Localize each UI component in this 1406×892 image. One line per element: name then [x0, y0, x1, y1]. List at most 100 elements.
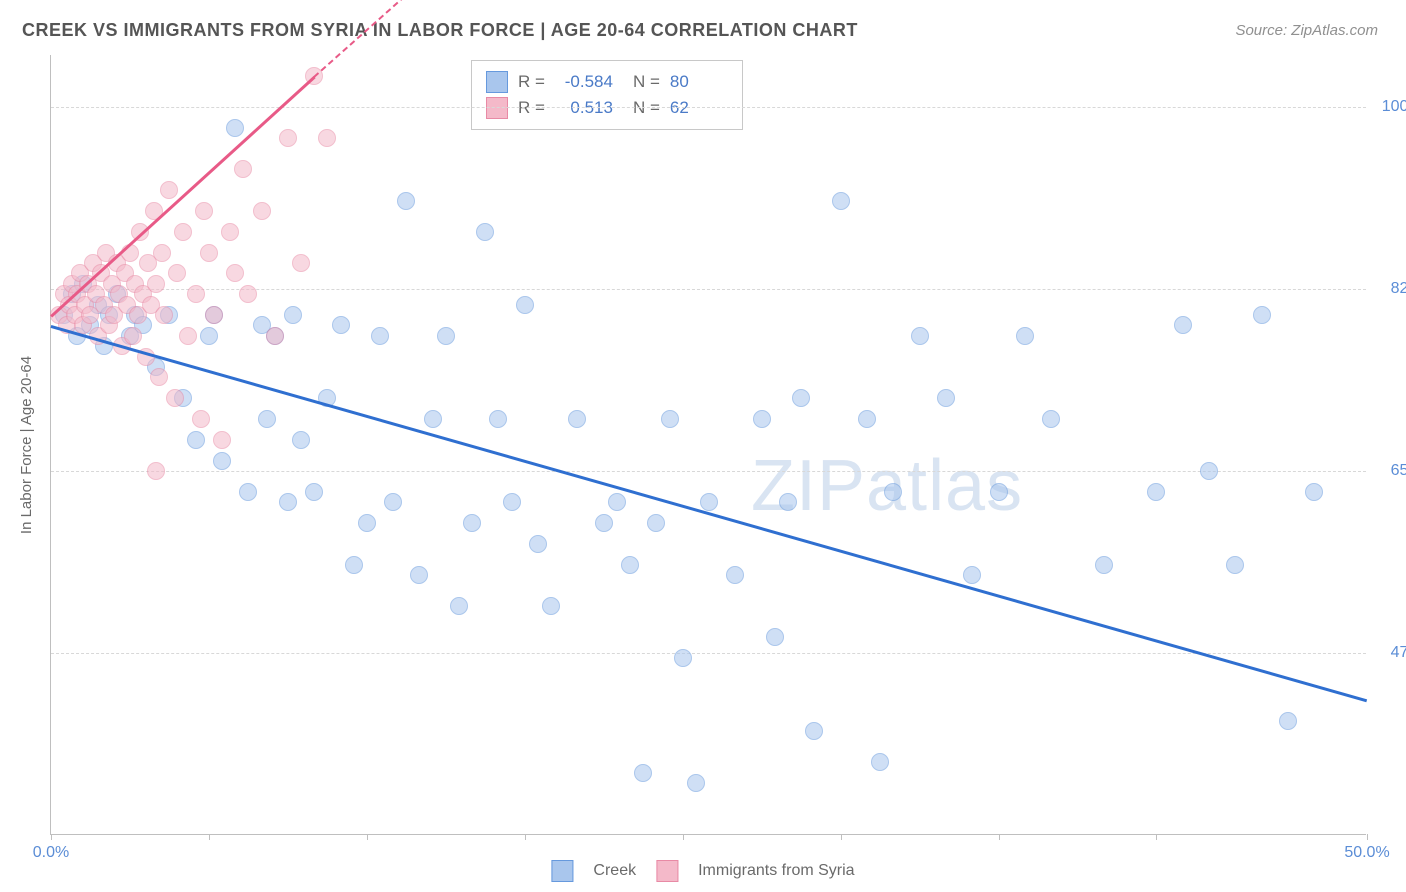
x-tick: [525, 834, 526, 840]
x-tick: [209, 834, 210, 840]
data-point: [424, 410, 442, 428]
legend-label: Immigrants from Syria: [698, 862, 854, 880]
data-point: [647, 514, 665, 532]
data-point: [166, 389, 184, 407]
data-point: [195, 202, 213, 220]
watermark-bold: ZIP: [751, 446, 866, 526]
data-point: [284, 306, 302, 324]
data-point: [187, 431, 205, 449]
y-tick-label: 100.0%: [1376, 98, 1406, 116]
data-point: [155, 306, 173, 324]
data-point: [205, 306, 223, 324]
x-tick: [683, 834, 684, 840]
data-point: [911, 327, 929, 345]
data-point: [200, 327, 218, 345]
x-tick: [1367, 834, 1368, 840]
data-point: [529, 535, 547, 553]
data-point: [221, 223, 239, 241]
data-point: [258, 410, 276, 428]
data-point: [792, 389, 810, 407]
x-tick-label: 50.0%: [1344, 844, 1389, 862]
stats-swatch: [486, 71, 508, 93]
data-point: [687, 774, 705, 792]
x-tick: [999, 834, 1000, 840]
data-point: [358, 514, 376, 532]
data-point: [160, 181, 178, 199]
data-point: [292, 431, 310, 449]
data-point: [661, 410, 679, 428]
data-point: [279, 493, 297, 511]
data-point: [634, 764, 652, 782]
x-tick: [51, 834, 52, 840]
data-point: [1174, 316, 1192, 334]
legend-swatch: [551, 860, 573, 882]
data-point: [805, 722, 823, 740]
data-point: [1147, 483, 1165, 501]
gridline-h: [51, 107, 1366, 108]
data-point: [832, 192, 850, 210]
data-point: [621, 556, 639, 574]
stats-swatch: [486, 97, 508, 119]
data-point: [147, 462, 165, 480]
data-point: [1279, 712, 1297, 730]
source-attribution: Source: ZipAtlas.com: [1235, 22, 1378, 39]
stats-row: R =-0.584N =80: [486, 69, 728, 95]
data-point: [192, 410, 210, 428]
data-point: [568, 410, 586, 428]
data-point: [1253, 306, 1271, 324]
data-point: [187, 285, 205, 303]
gridline-h: [51, 471, 1366, 472]
data-point: [963, 566, 981, 584]
data-point: [147, 275, 165, 293]
data-point: [1042, 410, 1060, 428]
data-point: [674, 649, 692, 667]
stat-n-label: N =: [633, 95, 660, 121]
data-point: [595, 514, 613, 532]
y-tick-label: 82.5%: [1376, 280, 1406, 298]
stat-r-label: R =: [518, 95, 545, 121]
plot-area: ZIPatlas R =-0.584N =80R =0.513N =62 47.…: [50, 55, 1366, 835]
data-point: [503, 493, 521, 511]
trend-line: [50, 76, 315, 317]
data-point: [937, 389, 955, 407]
data-point: [253, 202, 271, 220]
data-point: [174, 223, 192, 241]
data-point: [371, 327, 389, 345]
stat-n-value: 80: [670, 69, 728, 95]
stats-row: R =0.513N =62: [486, 95, 728, 121]
data-point: [463, 514, 481, 532]
x-tick: [841, 834, 842, 840]
y-axis-label: In Labor Force | Age 20-64: [18, 356, 35, 534]
data-point: [124, 327, 142, 345]
data-point: [150, 368, 168, 386]
correlation-stats-box: R =-0.584N =80R =0.513N =62: [471, 60, 743, 130]
data-point: [179, 327, 197, 345]
data-point: [489, 410, 507, 428]
legend: Creek Immigrants from Syria: [551, 860, 854, 882]
data-point: [766, 628, 784, 646]
data-point: [397, 192, 415, 210]
data-point: [476, 223, 494, 241]
legend-label: Creek: [593, 862, 636, 880]
gridline-h: [51, 653, 1366, 654]
y-tick-label: 47.5%: [1376, 644, 1406, 662]
trend-line: [51, 325, 1368, 702]
y-tick-label: 65.0%: [1376, 462, 1406, 480]
data-point: [608, 493, 626, 511]
x-tick: [367, 834, 368, 840]
x-tick: [1156, 834, 1157, 840]
data-point: [266, 327, 284, 345]
data-point: [884, 483, 902, 501]
legend-swatch: [656, 860, 678, 882]
data-point: [226, 119, 244, 137]
data-point: [542, 597, 560, 615]
chart-title: CREEK VS IMMIGRANTS FROM SYRIA IN LABOR …: [22, 20, 858, 41]
data-point: [1305, 483, 1323, 501]
data-point: [871, 753, 889, 771]
data-point: [226, 264, 244, 282]
data-point: [332, 316, 350, 334]
stat-r-value: -0.584: [555, 69, 613, 95]
data-point: [1095, 556, 1113, 574]
x-tick-label: 0.0%: [33, 844, 69, 862]
data-point: [318, 129, 336, 147]
